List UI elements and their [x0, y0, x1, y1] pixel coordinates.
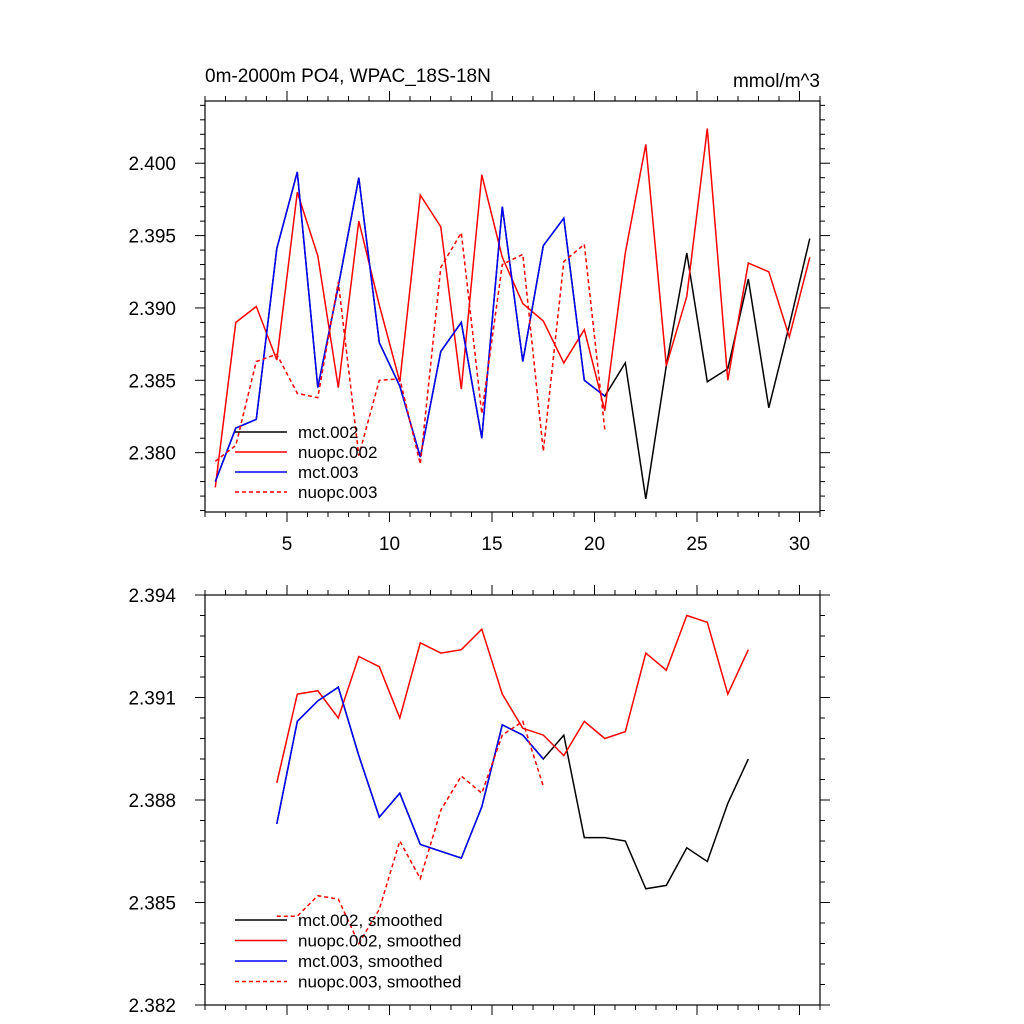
top-xtick-label: 25: [686, 534, 707, 555]
bottom-legend: mct.002, smoothed nuopc.002, smoothedmct.…: [235, 911, 462, 992]
top-ytick-label: 2.395: [128, 227, 176, 248]
top-series: [214, 128, 811, 500]
bottom-panel: 2.382 2.385 2.388 2.391 2.394 mct.002, smoot…: [128, 585, 830, 1017]
top-chart-units: mmol/m^3: [733, 71, 820, 92]
top-legend-label: nuopc.003: [298, 483, 377, 502]
bottom-ytick-label: 2.388: [128, 791, 176, 812]
bottom-ytick-label: 2.385: [128, 894, 176, 915]
bottom-ytick-label: 2.391: [128, 689, 176, 710]
top-chart-title: 0m-2000m PO4, WPAC_18S-18N: [205, 66, 491, 87]
top-xtick-label: 30: [789, 534, 810, 555]
bottom-legend-label: nuopc.003, smoothed: [298, 973, 462, 992]
bottom-ytick-label: 2.394: [128, 586, 176, 607]
top-xtick-label: 10: [379, 534, 400, 555]
bottom-ticks: 2.382 2.385 2.388 2.391 2.394: [128, 585, 830, 1017]
top-legend-label: nuopc.002: [298, 443, 377, 462]
bottom-series-line-2: [276, 686, 544, 860]
bottom-series-line-3: [276, 720, 545, 946]
bottom-legend-label: mct.002, smoothed: [298, 911, 443, 930]
bottom-series-line-1: [276, 614, 749, 784]
bottom-series: [276, 614, 749, 946]
bottom-legend-label: nuopc.002, smoothed: [298, 932, 462, 951]
top-xtick-label: 5: [282, 534, 293, 555]
top-ytick-label: 2.390: [128, 299, 176, 320]
top-panel: 0m-2000m PO4, WPAC_18S-18N mmol/m^3 5 10 1…: [128, 66, 830, 555]
top-ytick-label: 2.380: [128, 444, 176, 465]
top-series-line-2: [214, 171, 606, 482]
top-ytick-label: 2.385: [128, 371, 176, 392]
top-legend-label: mct.003: [298, 463, 358, 482]
top-series-line-3: [214, 230, 606, 465]
top-legend-label: mct.002: [298, 423, 358, 442]
top-ytick-label: 2.400: [128, 154, 176, 175]
top-xtick-label: 20: [584, 534, 605, 555]
top-ticks: 5 10 15 20 25 30 2.380 2.385 2.390 2.395 2.400: [128, 91, 830, 555]
top-xtick-label: 15: [481, 534, 502, 555]
bottom-legend-label: mct.003, smoothed: [298, 952, 443, 971]
bottom-ytick-label: 2.382: [128, 996, 176, 1017]
